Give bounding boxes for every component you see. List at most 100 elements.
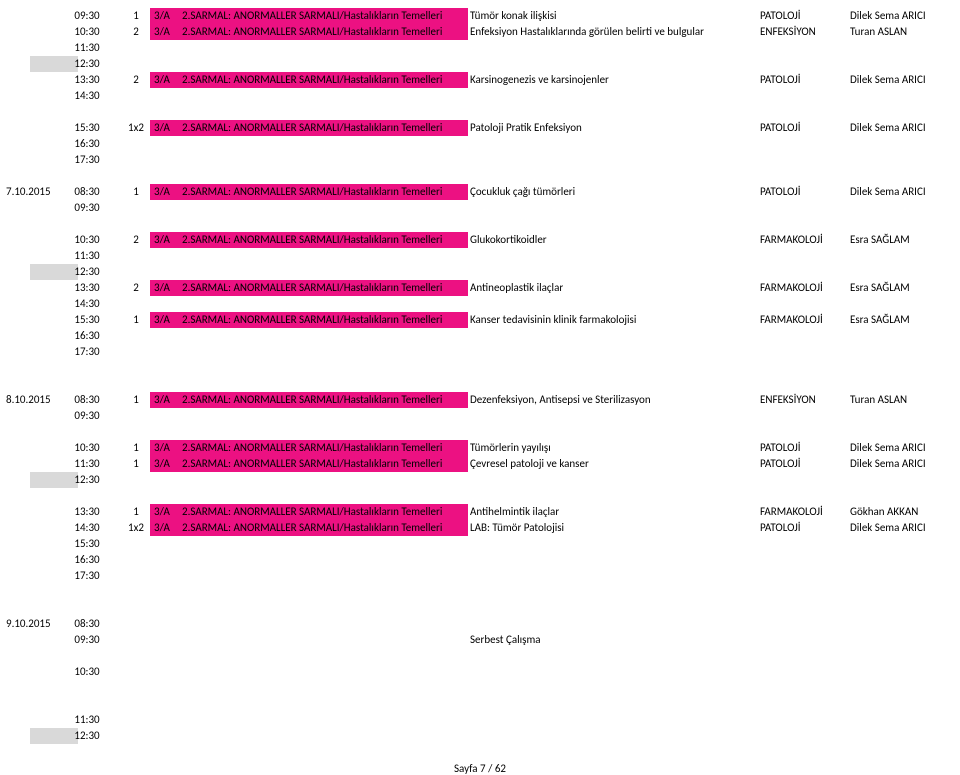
code-cell: 3/A — [150, 456, 180, 472]
instructor-cell: Dilek Sema ARICI — [848, 120, 958, 136]
time-cell: 09:30 — [52, 632, 122, 648]
time-cell: 13:30 — [52, 504, 122, 520]
schedule-row — [0, 696, 960, 712]
schedule-row: 09:30 — [0, 200, 960, 216]
topic-cell: Glukokortikoidler — [468, 232, 758, 248]
code-cell: 3/A — [150, 504, 180, 520]
course-cell: 2.SARMAL: ANORMALLER SARMALI/Hastalıklar… — [180, 392, 468, 408]
instructor-cell: Esra SAĞLAM — [848, 232, 958, 248]
instructor-cell: Gökhan AKKAN — [848, 504, 958, 520]
count-cell: 1 — [122, 8, 150, 24]
count-cell: 1 — [122, 456, 150, 472]
code-cell: 3/A — [150, 184, 180, 200]
count-cell: 2 — [122, 280, 150, 296]
schedule-row — [0, 104, 960, 120]
count-cell: 2 — [122, 232, 150, 248]
schedule-row: 16:30 — [0, 552, 960, 568]
code-cell: 3/A — [150, 280, 180, 296]
instructor-cell: Dilek Sema ARICI — [848, 8, 958, 24]
time-cell: 16:30 — [52, 552, 122, 568]
schedule-grid: 09:3013/A2.SARMAL: ANORMALLER SARMALI/Ha… — [0, 8, 960, 744]
dept-cell: PATOLOJİ — [758, 120, 848, 136]
count-cell: 1 — [122, 440, 150, 456]
schedule-row — [0, 216, 960, 232]
time-cell: 12:30 — [52, 264, 122, 280]
count-cell: 1 — [122, 184, 150, 200]
dept-cell: PATOLOJİ — [758, 72, 848, 88]
schedule-row: 14:301x23/A2.SARMAL: ANORMALLER SARMALI/… — [0, 520, 960, 536]
time-cell: 08:30 — [52, 392, 122, 408]
time-cell: 09:30 — [52, 8, 122, 24]
time-cell: 14:30 — [52, 88, 122, 104]
instructor-cell: Turan ASLAN — [848, 24, 958, 40]
schedule-row — [0, 648, 960, 664]
count-cell: 1x2 — [122, 120, 150, 136]
time-cell: 11:30 — [52, 712, 122, 728]
topic-cell: Tümör konak ilişkisi — [468, 8, 758, 24]
schedule-row: 09:30 — [0, 408, 960, 424]
dept-cell: FARMAKOLOJİ — [758, 232, 848, 248]
time-cell: 14:30 — [52, 520, 122, 536]
time-cell: 12:30 — [52, 728, 122, 744]
topic-cell: Enfeksiyon Hastalıklarında görülen belir… — [468, 24, 758, 40]
schedule-row: 12:30 — [0, 728, 960, 744]
time-cell: 13:30 — [52, 72, 122, 88]
time-cell: 17:30 — [52, 568, 122, 584]
topic-cell: Karsinogenezis ve karsinojenler — [468, 72, 758, 88]
topic-cell: LAB: Tümör Patolojisi — [468, 520, 758, 536]
schedule-row — [0, 168, 960, 184]
course-cell: 2.SARMAL: ANORMALLER SARMALI/Hastalıklar… — [180, 184, 468, 200]
topic-cell: Çocukluk çağı tümörleri — [468, 184, 758, 200]
course-cell: 2.SARMAL: ANORMALLER SARMALI/Hastalıklar… — [180, 504, 468, 520]
code-cell: 3/A — [150, 312, 180, 328]
topic-cell: Dezenfeksiyon, Antisepsi ve Sterilizasyo… — [468, 392, 758, 408]
count-cell: 1 — [122, 392, 150, 408]
time-cell: 12:30 — [52, 472, 122, 488]
schedule-row: 12:30 — [0, 56, 960, 72]
time-cell: 16:30 — [52, 136, 122, 152]
time-cell: 15:30 — [52, 120, 122, 136]
dept-cell: ENFEKSİYON — [758, 24, 848, 40]
schedule-row — [0, 424, 960, 440]
time-cell: 14:30 — [52, 296, 122, 312]
schedule-row: 10:3013/A2.SARMAL: ANORMALLER SARMALI/Ha… — [0, 440, 960, 456]
schedule-row: 14:30 — [0, 296, 960, 312]
time-cell: 08:30 — [52, 616, 122, 632]
schedule-row: 09:30Serbest Çalışma — [0, 632, 960, 648]
time-cell: 13:30 — [52, 280, 122, 296]
count-cell: 1 — [122, 312, 150, 328]
instructor-cell: Turan ASLAN — [848, 392, 958, 408]
instructor-cell: Esra SAĞLAM — [848, 312, 958, 328]
time-cell: 16:30 — [52, 328, 122, 344]
dept-cell: PATOLOJİ — [758, 8, 848, 24]
time-cell: 12:30 — [52, 56, 122, 72]
course-cell: 2.SARMAL: ANORMALLER SARMALI/Hastalıklar… — [180, 440, 468, 456]
dept-cell: PATOLOJİ — [758, 456, 848, 472]
schedule-row: 11:30 — [0, 40, 960, 56]
schedule-row: 10:3023/A2.SARMAL: ANORMALLER SARMALI/Ha… — [0, 24, 960, 40]
code-cell: 3/A — [150, 120, 180, 136]
time-cell: 10:30 — [52, 232, 122, 248]
code-cell: 3/A — [150, 392, 180, 408]
time-cell: 08:30 — [52, 184, 122, 200]
code-cell: 3/A — [150, 24, 180, 40]
date-cell: 9.10.2015 — [0, 616, 52, 632]
schedule-row: 13:3013/A2.SARMAL: ANORMALLER SARMALI/Ha… — [0, 504, 960, 520]
course-cell: 2.SARMAL: ANORMALLER SARMALI/Hastalıklar… — [180, 72, 468, 88]
time-cell: 09:30 — [52, 200, 122, 216]
course-cell: 2.SARMAL: ANORMALLER SARMALI/Hastalıklar… — [180, 24, 468, 40]
instructor-cell: Dilek Sema ARICI — [848, 456, 958, 472]
schedule-row — [0, 584, 960, 600]
topic-cell: Antihelmintik ilaçlar — [468, 504, 758, 520]
course-cell: 2.SARMAL: ANORMALLER SARMALI/Hastalıklar… — [180, 8, 468, 24]
schedule-row — [0, 680, 960, 696]
schedule-row: 13:3023/A2.SARMAL: ANORMALLER SARMALI/Ha… — [0, 280, 960, 296]
course-cell: 2.SARMAL: ANORMALLER SARMALI/Hastalıklar… — [180, 280, 468, 296]
dept-cell: FARMAKOLOJİ — [758, 280, 848, 296]
count-cell: 2 — [122, 72, 150, 88]
schedule-row — [0, 488, 960, 504]
instructor-cell: Dilek Sema ARICI — [848, 184, 958, 200]
schedule-row: 09:3013/A2.SARMAL: ANORMALLER SARMALI/Ha… — [0, 8, 960, 24]
schedule-row: 12:30 — [0, 472, 960, 488]
course-cell: 2.SARMAL: ANORMALLER SARMALI/Hastalıklar… — [180, 120, 468, 136]
